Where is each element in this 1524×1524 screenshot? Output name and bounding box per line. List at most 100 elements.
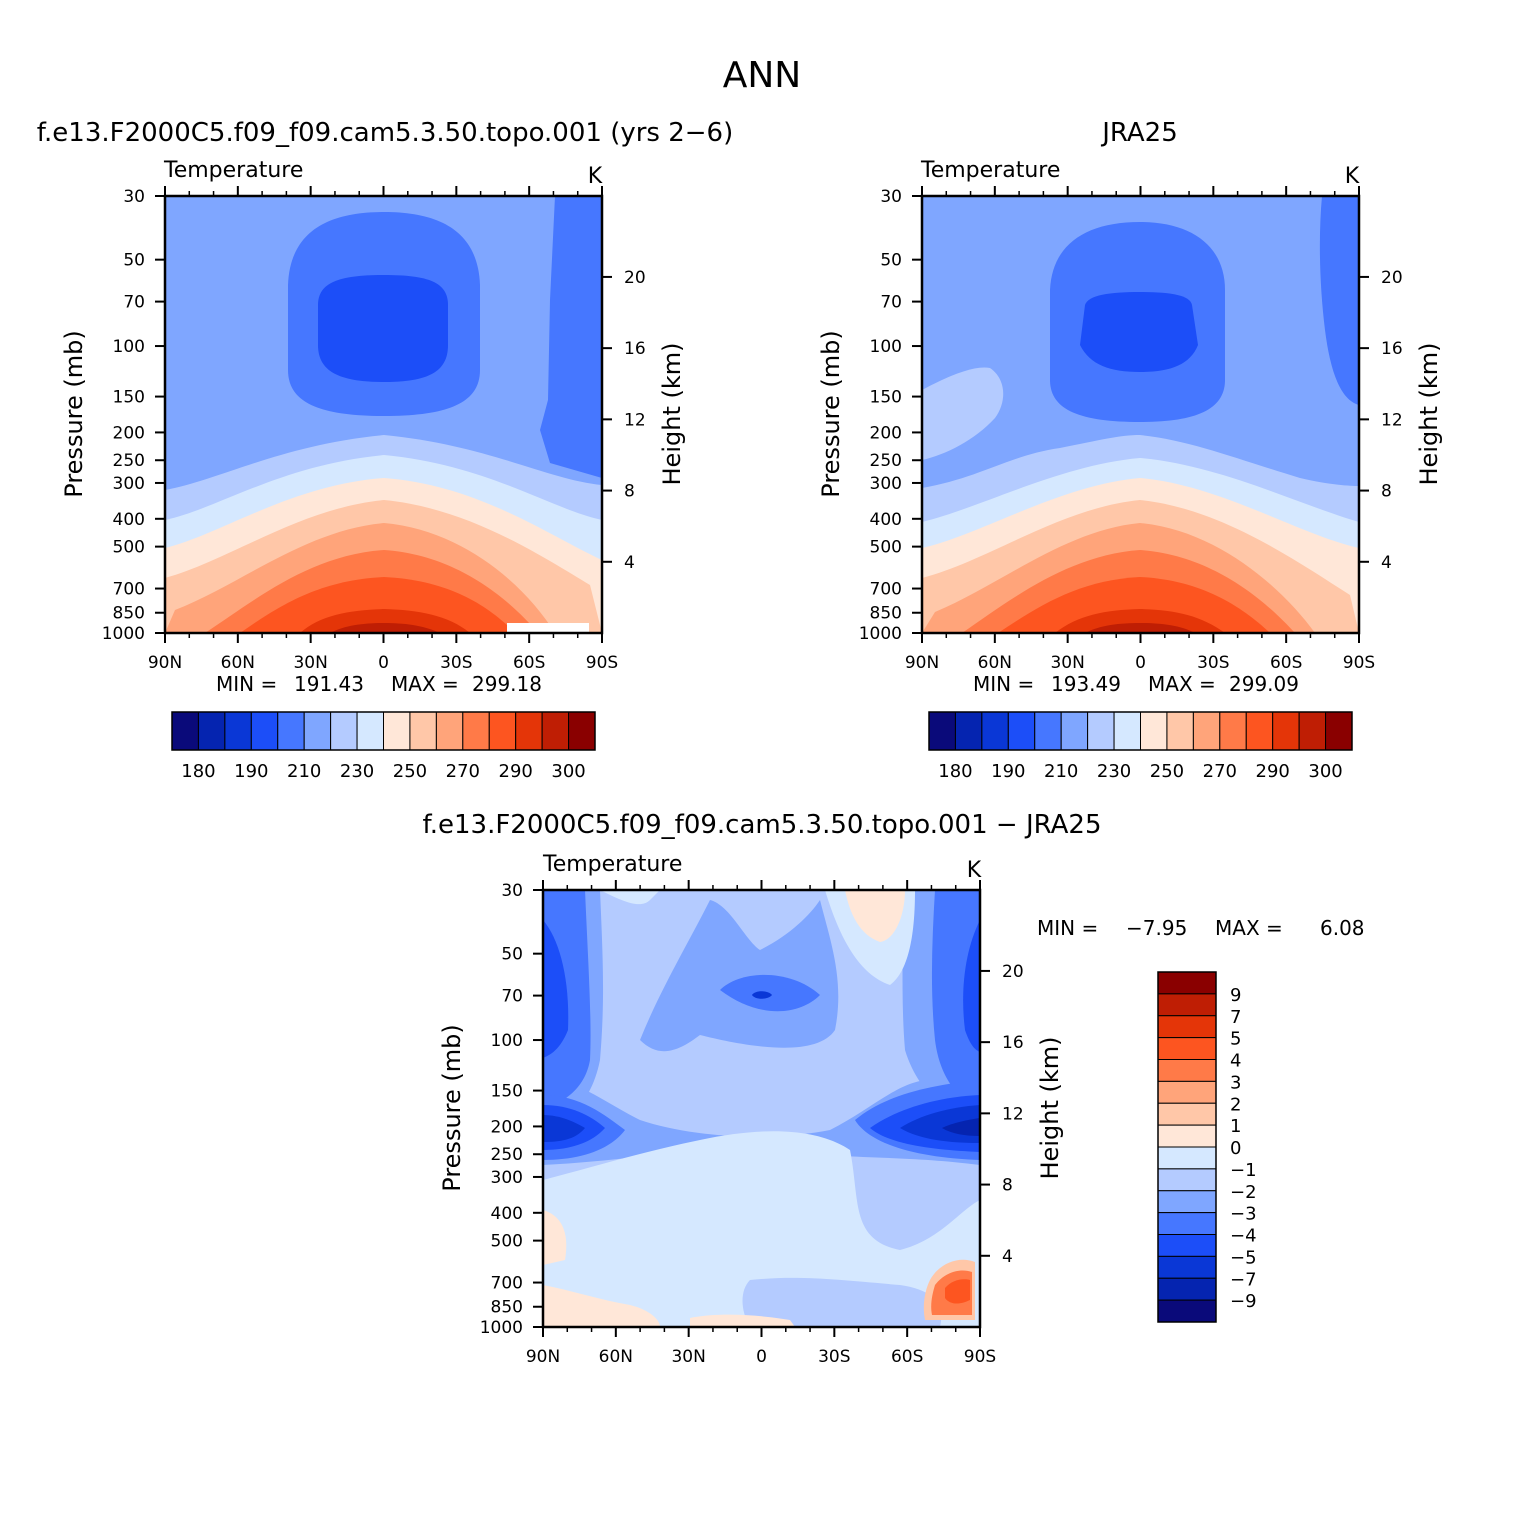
variable-label: Temperature (920, 158, 1060, 183)
y-tick-label: 50 (501, 945, 523, 965)
y-right-tick-label: 20 (1002, 962, 1024, 982)
colorbar-label: 270 (1203, 761, 1237, 782)
x-tick-label: 60S (1270, 653, 1302, 673)
x-tick-label: 60N (221, 653, 255, 673)
y-right-tick-label: 16 (1002, 1033, 1024, 1053)
contour-band-4 (945, 1279, 970, 1304)
panel-title: f.e13.F2000C5.f09_f09.cam5.3.50.topo.001… (37, 118, 733, 148)
colorbar-box (1087, 711, 1115, 751)
y-tick-label: 100 (491, 1031, 523, 1051)
y-tick-label: 100 (870, 337, 902, 357)
colorbar-label: 290 (499, 761, 533, 782)
panel-title: f.e13.F2000C5.f09_f09.cam5.3.50.topo.001… (422, 810, 1101, 840)
y-tick-label: 50 (123, 251, 145, 271)
top-axis (164, 186, 603, 196)
variable-label: Temperature (163, 158, 303, 183)
colorbar-box (383, 711, 411, 751)
colorbar-label: 210 (287, 761, 321, 782)
x-tick-label: 0 (378, 653, 389, 673)
colorbar-box (1219, 711, 1247, 751)
colorbar-box (515, 711, 543, 751)
contour-band-0 (690, 1314, 795, 1327)
y-tick-label: 200 (491, 1117, 523, 1137)
panel-obs: JRA25 Temperature K 30507010015020025030… (817, 118, 1443, 782)
colorbar-box (1325, 711, 1353, 751)
y-tick-label: 400 (113, 510, 145, 530)
contour-band-5 (300, 609, 470, 633)
colorbar-box (1157, 1037, 1217, 1060)
colorbar-label: 180 (181, 761, 215, 782)
colorbar-label: 0 (1230, 1138, 1241, 1159)
colorbar-box (1157, 1168, 1217, 1192)
y-tick-label: 300 (491, 1168, 523, 1188)
y-tick-label: 150 (113, 388, 145, 408)
max-label: MAX = (1148, 672, 1216, 696)
colorbar-box (928, 711, 956, 751)
colorbar-box (1157, 1059, 1217, 1082)
y-tick-label: 100 (113, 337, 145, 357)
colorbar-box (1157, 1102, 1217, 1126)
min-value: −7.95 (1126, 916, 1187, 940)
colorbar-box (1192, 711, 1221, 751)
colorbar-box (277, 711, 305, 751)
y-tick-label: 30 (501, 881, 523, 901)
contour-band-4 (998, 577, 1270, 633)
colorbar-label: 210 (1044, 761, 1078, 782)
y-tick-label: 30 (880, 187, 902, 207)
contour-band-neg7 (543, 1115, 585, 1142)
y-tick-label: 850 (113, 604, 145, 624)
colorbar-label: 230 (1097, 761, 1131, 782)
contour-band-neg4 (1319, 196, 1359, 405)
y-right-tick-label: 20 (624, 268, 646, 288)
colorbar-box (356, 711, 384, 751)
colorbar-box (303, 711, 332, 751)
x-tick-label: 30N (1050, 653, 1084, 673)
colorbar-label: −1 (1230, 1160, 1257, 1181)
colorbar-label: 270 (446, 761, 480, 782)
y-tick-label: 850 (870, 604, 902, 624)
colorbar-label: 3 (1230, 1072, 1241, 1093)
x-tick-label: 90N (526, 1347, 560, 1367)
colorbar-label: −4 (1230, 1226, 1257, 1247)
colorbar-label: 180 (938, 761, 972, 782)
y-tick-label: 700 (491, 1274, 523, 1294)
colorbar-label: 4 (1230, 1051, 1241, 1072)
contour-band-neg5 (1080, 292, 1198, 372)
colorbar-box (224, 711, 252, 751)
colorbar-box (1157, 1080, 1217, 1104)
panel-model: f.e13.F2000C5.f09_f09.cam5.3.50.topo.001… (37, 118, 733, 782)
y-axis-title: Pressure (mb) (438, 1024, 466, 1191)
colorbar-label: 250 (393, 761, 427, 782)
x-tick-label: 30S (440, 653, 472, 673)
colorbar-frame (928, 711, 1353, 751)
x-tick-label: 0 (756, 1347, 767, 1367)
colorbar-label: 5 (1230, 1029, 1241, 1050)
contour-band-neg1 (543, 1131, 980, 1327)
contour-band-5 (1055, 609, 1225, 633)
colorbar-box (488, 711, 517, 751)
colorbar-label: 190 (991, 761, 1025, 782)
max-label: MAX = (1215, 916, 1283, 940)
y-tick-label: 700 (870, 580, 902, 600)
colorbar: 180 190 210 230 250 270 290 300 (171, 711, 596, 782)
y-right-tick-label: 20 (1381, 268, 1403, 288)
colorbar-box (1157, 1255, 1217, 1279)
right-axis: 20 16 12 8 4 (602, 268, 646, 573)
contour-band-neg2 (922, 367, 1004, 460)
contour-band-neg7 (752, 991, 772, 999)
x-tick-label: 90S (1343, 653, 1375, 673)
contour-band-4 (240, 577, 515, 633)
units-label: K (1345, 164, 1360, 189)
y-tick-label: 250 (491, 1145, 523, 1165)
y-tick-label: 500 (870, 538, 902, 558)
y-tick-label: 200 (113, 423, 145, 443)
bottom-axis: 90N 60N 30N 0 30S 60S 90S (148, 633, 618, 673)
colorbar-box (1245, 711, 1274, 751)
y-tick-label: 150 (491, 1082, 523, 1102)
colorbar-box (1157, 1124, 1217, 1148)
y-right-tick-label: 4 (1381, 553, 1392, 573)
